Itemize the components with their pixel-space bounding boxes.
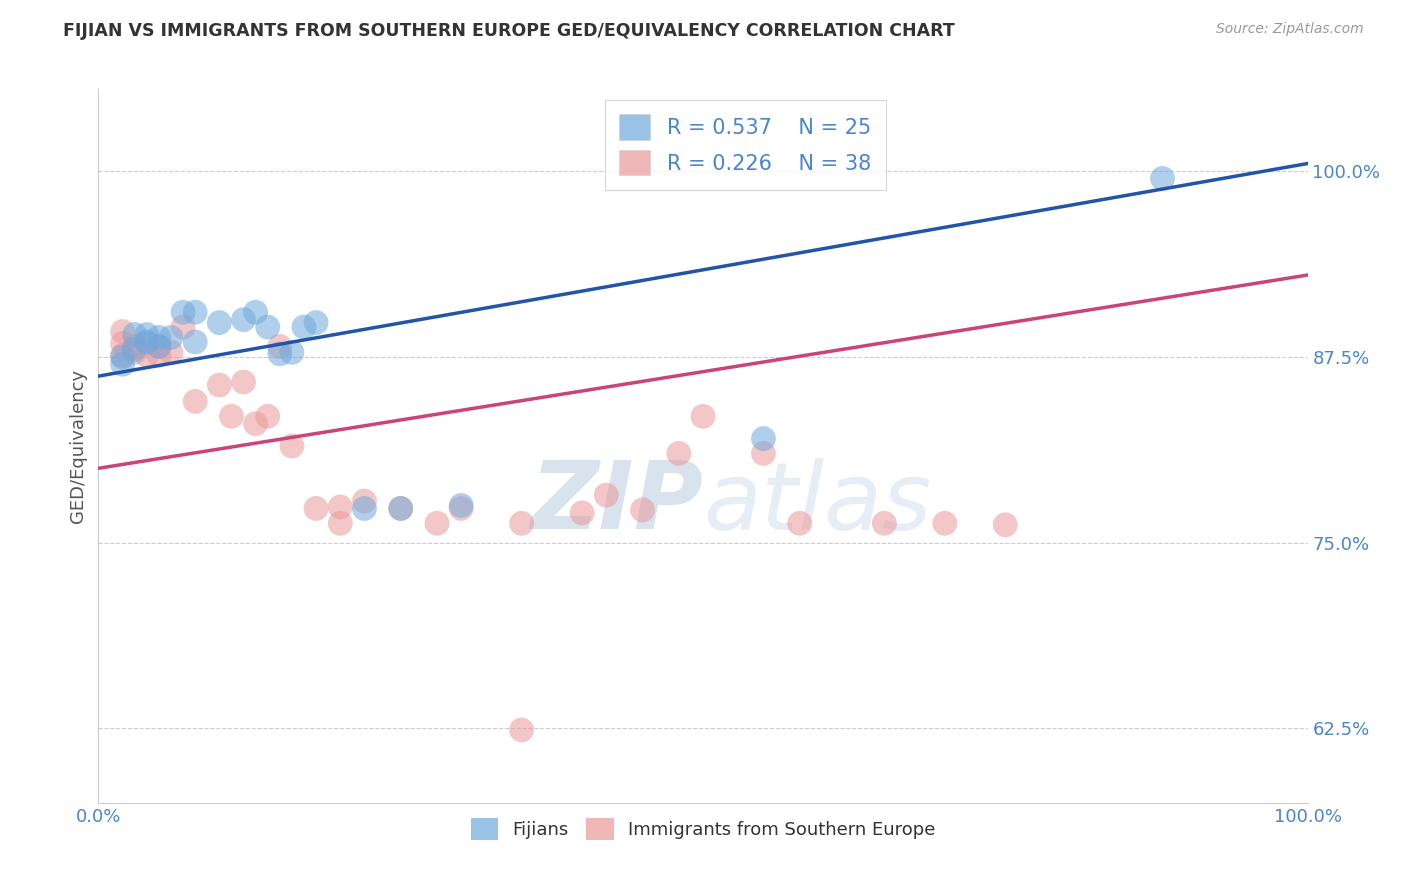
Point xyxy=(269,339,291,353)
Point xyxy=(269,347,291,361)
Point xyxy=(353,501,375,516)
Point xyxy=(172,320,194,334)
Point xyxy=(245,417,267,431)
Point xyxy=(389,501,412,516)
Point xyxy=(329,516,352,531)
Point xyxy=(221,409,243,424)
Point xyxy=(208,378,231,392)
Point xyxy=(510,723,533,737)
Point xyxy=(245,305,267,319)
Point xyxy=(232,312,254,326)
Point xyxy=(692,409,714,424)
Point xyxy=(873,516,896,531)
Point xyxy=(510,516,533,531)
Point xyxy=(111,348,134,362)
Point xyxy=(160,330,183,344)
Point xyxy=(305,501,328,516)
Point xyxy=(135,327,157,342)
Point xyxy=(172,305,194,319)
Point xyxy=(571,506,593,520)
Point xyxy=(148,348,170,362)
Text: FIJIAN VS IMMIGRANTS FROM SOUTHERN EUROPE GED/EQUIVALENCY CORRELATION CHART: FIJIAN VS IMMIGRANTS FROM SOUTHERN EUROP… xyxy=(63,22,955,40)
Point xyxy=(111,357,134,371)
Point xyxy=(124,345,146,359)
Point xyxy=(752,446,775,460)
Point xyxy=(124,339,146,353)
Point xyxy=(160,345,183,359)
Point xyxy=(1152,171,1174,186)
Point xyxy=(305,316,328,330)
Point xyxy=(668,446,690,460)
Y-axis label: GED/Equivalency: GED/Equivalency xyxy=(69,369,87,523)
Point xyxy=(135,348,157,362)
Point xyxy=(148,339,170,353)
Point xyxy=(450,499,472,513)
Point xyxy=(111,325,134,339)
Point xyxy=(208,316,231,330)
Point xyxy=(232,375,254,389)
Text: atlas: atlas xyxy=(703,458,931,549)
Point xyxy=(184,334,207,349)
Point xyxy=(994,517,1017,532)
Point xyxy=(389,501,412,516)
Point xyxy=(184,394,207,409)
Point xyxy=(148,339,170,353)
Point xyxy=(353,494,375,508)
Point xyxy=(184,305,207,319)
Point xyxy=(789,516,811,531)
Legend: Fijians, Immigrants from Southern Europe: Fijians, Immigrants from Southern Europe xyxy=(464,811,942,847)
Point xyxy=(256,409,278,424)
Point xyxy=(329,500,352,514)
Point xyxy=(631,503,654,517)
Point xyxy=(752,432,775,446)
Text: ZIP: ZIP xyxy=(530,457,703,549)
Point xyxy=(135,334,157,349)
Point xyxy=(148,330,170,344)
Point xyxy=(124,327,146,342)
Point xyxy=(111,336,134,351)
Point xyxy=(450,501,472,516)
Point xyxy=(292,320,315,334)
Point xyxy=(595,488,617,502)
Point xyxy=(426,516,449,531)
Point xyxy=(135,336,157,351)
Point xyxy=(281,345,304,359)
Point xyxy=(124,343,146,357)
Point xyxy=(111,350,134,364)
Point xyxy=(281,439,304,453)
Point xyxy=(256,320,278,334)
Point xyxy=(934,516,956,531)
Text: Source: ZipAtlas.com: Source: ZipAtlas.com xyxy=(1216,22,1364,37)
